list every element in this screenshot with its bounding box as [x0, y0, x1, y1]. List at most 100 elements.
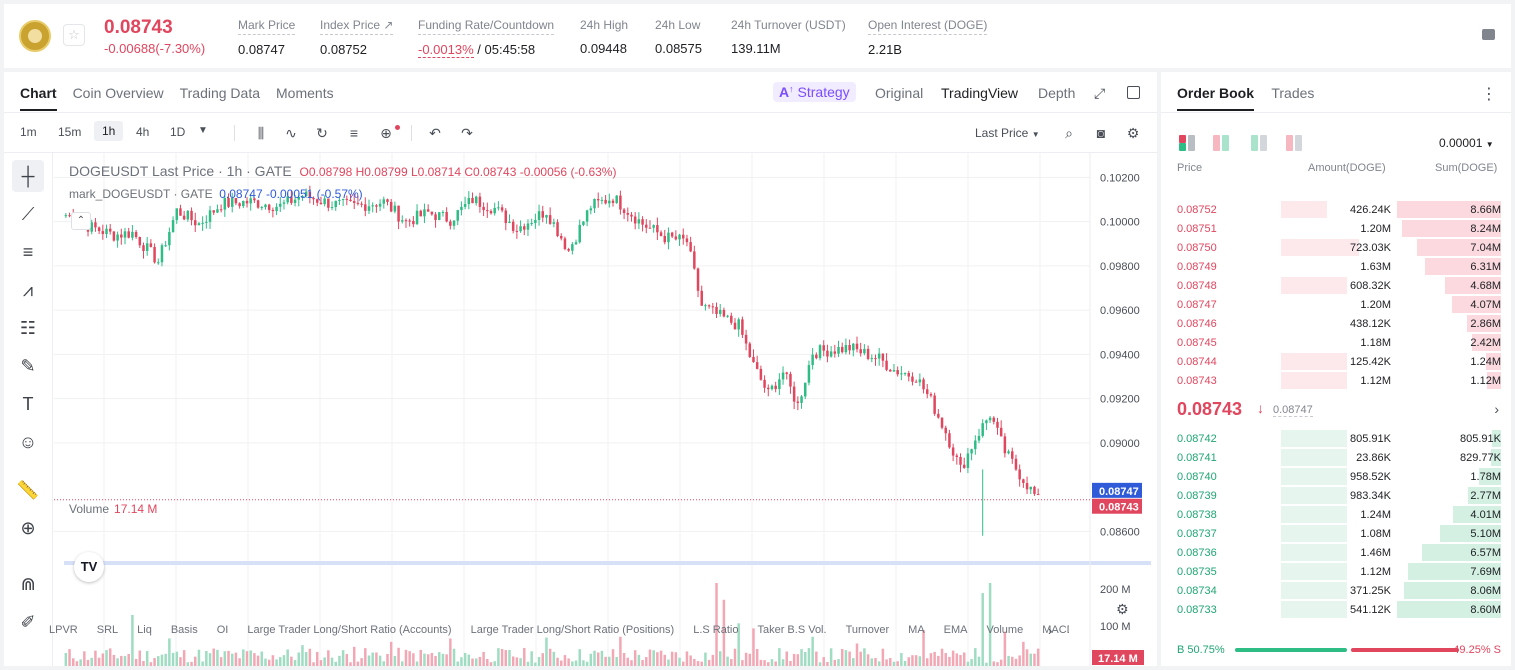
tab-chart[interactable]: Chart: [20, 85, 57, 111]
add-alert-icon[interactable]: ⊕: [380, 125, 392, 141]
tab-moments[interactable]: Moments: [276, 85, 334, 101]
indicator-ema[interactable]: EMA: [943, 624, 968, 636]
emoji-icon[interactable]: ☺: [18, 432, 38, 452]
chevron-right-icon[interactable]: ›: [1048, 623, 1053, 638]
magnet-icon[interactable]: ⋒: [20, 574, 36, 594]
search-icon[interactable]: ⌕: [1065, 125, 1073, 141]
bid-row[interactable]: 0.08741 23.86K 829.77K: [1161, 448, 1511, 467]
bid-row[interactable]: 0.08737 1.08M 5.10M: [1161, 524, 1511, 543]
layout-square-icon[interactable]: [1127, 86, 1140, 99]
price-source-select[interactable]: Last Price ▼: [975, 126, 1040, 140]
brush-icon[interactable]: ✎: [20, 356, 36, 376]
tab-order-book[interactable]: Order Book: [1177, 85, 1255, 111]
view-both-icon[interactable]: [1179, 135, 1195, 151]
bid-row[interactable]: 0.08740 958.52K 1.78M: [1161, 467, 1511, 486]
row-price: 0.08747: [1177, 299, 1217, 311]
timeframe-dropdown-icon[interactable]: ▼: [198, 125, 208, 136]
trendline-icon[interactable]: ⟋: [21, 204, 35, 224]
fib-levels-icon[interactable]: ☷: [19, 318, 37, 338]
bid-row[interactable]: 0.08739 983.34K 2.77M: [1161, 486, 1511, 505]
zoom-in-icon[interactable]: ⊕: [20, 518, 36, 538]
view-asks-icon[interactable]: [1286, 135, 1302, 151]
ask-row[interactable]: 0.08743 1.12M 1.12M: [1161, 371, 1511, 390]
view-mixed-icon[interactable]: [1213, 135, 1229, 151]
favorite-star-icon[interactable]: ☆: [63, 24, 85, 46]
stat-funding-rate[interactable]: Funding Rate/Countdown -0.0013% / 05:45:…: [418, 18, 555, 58]
indicator-macd[interactable]: MACD: [1042, 624, 1069, 636]
stat-open-interest[interactable]: Open Interest (DOGE) 2.21B: [868, 18, 988, 57]
bid-row[interactable]: 0.08742 805.91K 805.91K: [1161, 429, 1511, 448]
chart-settings-icon[interactable]: ⚙: [1116, 601, 1129, 617]
tab-coin-overview[interactable]: Coin Overview: [72, 85, 164, 101]
indicator-volume[interactable]: Volume: [986, 624, 1024, 636]
view-bids-icon[interactable]: [1251, 135, 1267, 151]
timeframe-1m[interactable]: 1m: [20, 125, 37, 139]
indicators-icon[interactable]: ∿: [285, 125, 297, 141]
volume-tick-label: 200 M: [1100, 584, 1131, 596]
precision-select[interactable]: 0.00001 ▼: [1439, 136, 1494, 150]
horizontal-lines-icon[interactable]: ≡: [22, 242, 34, 262]
ask-row[interactable]: 0.08750 723.03K 7.04M: [1161, 238, 1511, 257]
ask-row[interactable]: 0.08745 1.18M 2.42M: [1161, 333, 1511, 352]
more-vertical-icon[interactable]: ⋮: [1481, 86, 1497, 103]
timeframe-1h[interactable]: 1h: [94, 121, 124, 141]
indicator-turnover[interactable]: Turnover: [845, 624, 890, 636]
pattern-icon[interactable]: ⩘: [22, 280, 34, 300]
indicator-ma[interactable]: MA: [908, 624, 925, 636]
undo-icon[interactable]: ↶: [429, 125, 441, 141]
indicator-lpvr[interactable]: LPVR: [49, 624, 78, 636]
row-sum: 4.01M: [1470, 509, 1501, 521]
ask-row[interactable]: 0.08744 125.42K 1.24M: [1161, 352, 1511, 371]
volume-bar: [737, 623, 740, 666]
bid-row[interactable]: 0.08738 1.24M 4.01M: [1161, 505, 1511, 524]
indicator-l-s-ratio[interactable]: L.S Ratio: [693, 624, 739, 636]
stat-mark-price[interactable]: Mark Price 0.08747: [238, 18, 296, 57]
expand-icon[interactable]: ⤢: [1094, 85, 1106, 101]
templates-icon[interactable]: ≡: [349, 125, 359, 141]
ask-row[interactable]: 0.08749 1.63M 6.31M: [1161, 257, 1511, 276]
bid-row[interactable]: 0.08734 371.25K 8.06M: [1161, 581, 1511, 600]
bid-row[interactable]: 0.08736 1.46M 6.57M: [1161, 543, 1511, 562]
indicator-oi[interactable]: OI: [216, 624, 229, 636]
stat-index-price[interactable]: Index Price ↗ 0.08752: [320, 18, 394, 57]
tab-trades[interactable]: Trades: [1271, 85, 1315, 101]
timeframe-15m[interactable]: 15m: [58, 125, 82, 139]
ruler-icon[interactable]: 📏: [16, 480, 40, 500]
chevron-right-icon[interactable]: ›: [1494, 401, 1499, 417]
indicator-liq[interactable]: Liq: [137, 624, 152, 636]
candle-type-icon[interactable]: ⫼: [257, 125, 265, 141]
text-tool-icon[interactable]: T: [22, 394, 34, 414]
timeframe-1d[interactable]: 1D: [170, 125, 186, 139]
ask-row[interactable]: 0.08746 438.12K 2.86M: [1161, 314, 1511, 333]
indicator-srl[interactable]: SRL: [96, 624, 119, 636]
view-original[interactable]: Original: [875, 85, 924, 101]
refresh-icon[interactable]: ↻: [316, 125, 328, 141]
crosshair-icon[interactable]: ┼: [12, 160, 44, 192]
redo-icon[interactable]: ↷: [461, 125, 473, 141]
indicator-taker-b-s-vol-[interactable]: Taker B.S Vol.: [757, 624, 827, 636]
tab-trading-data[interactable]: Trading Data: [179, 85, 261, 101]
indicator-large-trader-long-short-ratio-accounts-[interactable]: Large Trader Long/Short Ratio (Accounts): [247, 624, 452, 636]
collapse-legend-button[interactable]: ⌃: [71, 212, 91, 230]
camera-icon[interactable]: ◙: [1096, 125, 1106, 141]
view-depth[interactable]: Depth: [1038, 85, 1076, 101]
ask-row[interactable]: 0.08747 1.20M 4.07M: [1161, 295, 1511, 314]
candlestick-chart[interactable]: 0.10200 0.10000 0.09800 0.09600 0.09400 0.092…: [54, 153, 1157, 666]
edit-lock-icon[interactable]: ✐: [20, 612, 36, 632]
strategy-button[interactable]: A↑ Strategy: [773, 82, 856, 102]
indicator-basis[interactable]: Basis: [170, 624, 198, 636]
candle-body: [460, 206, 463, 211]
timeframe-4h[interactable]: 4h: [136, 125, 150, 139]
volume-bar: [182, 650, 186, 666]
mid-price-row[interactable]: 0.08743 ↓ 0.08747 ›: [1177, 399, 1507, 423]
bid-row[interactable]: 0.08735 1.12M 7.69M: [1161, 562, 1511, 581]
book-icon[interactable]: [1482, 29, 1495, 40]
ask-row[interactable]: 0.08752 426.24K 8.66M: [1161, 200, 1511, 219]
view-tradingview[interactable]: TradingView: [941, 85, 1019, 101]
ask-row[interactable]: 0.08748 608.32K 4.68M: [1161, 276, 1511, 295]
indicator-large-trader-long-short-ratio-positions-[interactable]: Large Trader Long/Short Ratio (Positions…: [470, 624, 675, 636]
settings-gear-icon[interactable]: ⚙: [1126, 125, 1140, 141]
bid-row[interactable]: 0.08733 541.12K 8.60M: [1161, 600, 1511, 619]
tradingview-logo[interactable]: TV: [74, 552, 104, 582]
ask-row[interactable]: 0.08751 1.20M 8.24M: [1161, 219, 1511, 238]
